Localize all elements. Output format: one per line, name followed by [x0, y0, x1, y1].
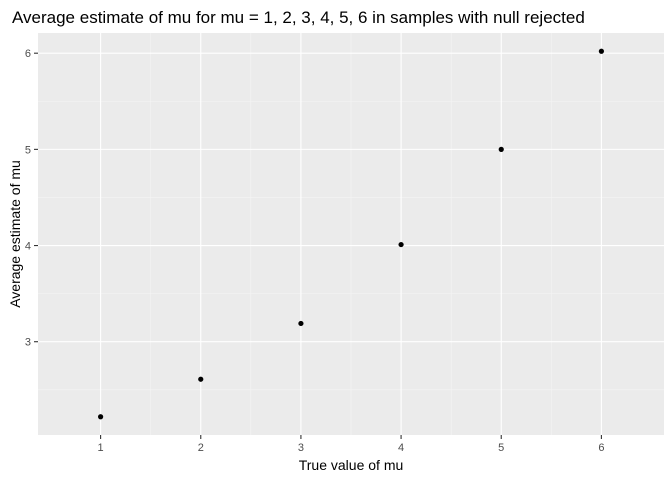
x-tick-label: 2 — [198, 442, 204, 454]
x-tick-label: 5 — [498, 442, 504, 454]
x-tick-label: 3 — [298, 442, 304, 454]
data-points — [98, 48, 605, 420]
y-tick-label: 6 — [25, 48, 31, 60]
y-tick-label: 3 — [25, 337, 31, 349]
data-point — [598, 48, 605, 54]
chart-title: Average estimate of mu for mu = 1, 2, 3,… — [12, 8, 585, 27]
grid-minor — [38, 33, 664, 435]
data-point — [398, 241, 404, 248]
data-point — [98, 414, 104, 420]
data-point — [198, 376, 204, 382]
x-axis-label: True value of mu — [299, 457, 404, 473]
data-point — [498, 146, 504, 152]
x-tick-label: 6 — [598, 442, 604, 454]
grid-major — [38, 33, 664, 435]
x-tick-label: 1 — [98, 442, 104, 454]
y-axis-label: Average estimate of mu — [7, 160, 23, 308]
y-tick-label: 4 — [25, 241, 31, 253]
x-tick-label: 4 — [398, 442, 404, 454]
y-axis-ticks: 3 4 5 6 — [25, 48, 38, 349]
y-tick-label: 5 — [25, 144, 31, 156]
x-axis-ticks: 1 2 3 4 5 6 — [98, 435, 604, 454]
data-point — [298, 320, 304, 327]
